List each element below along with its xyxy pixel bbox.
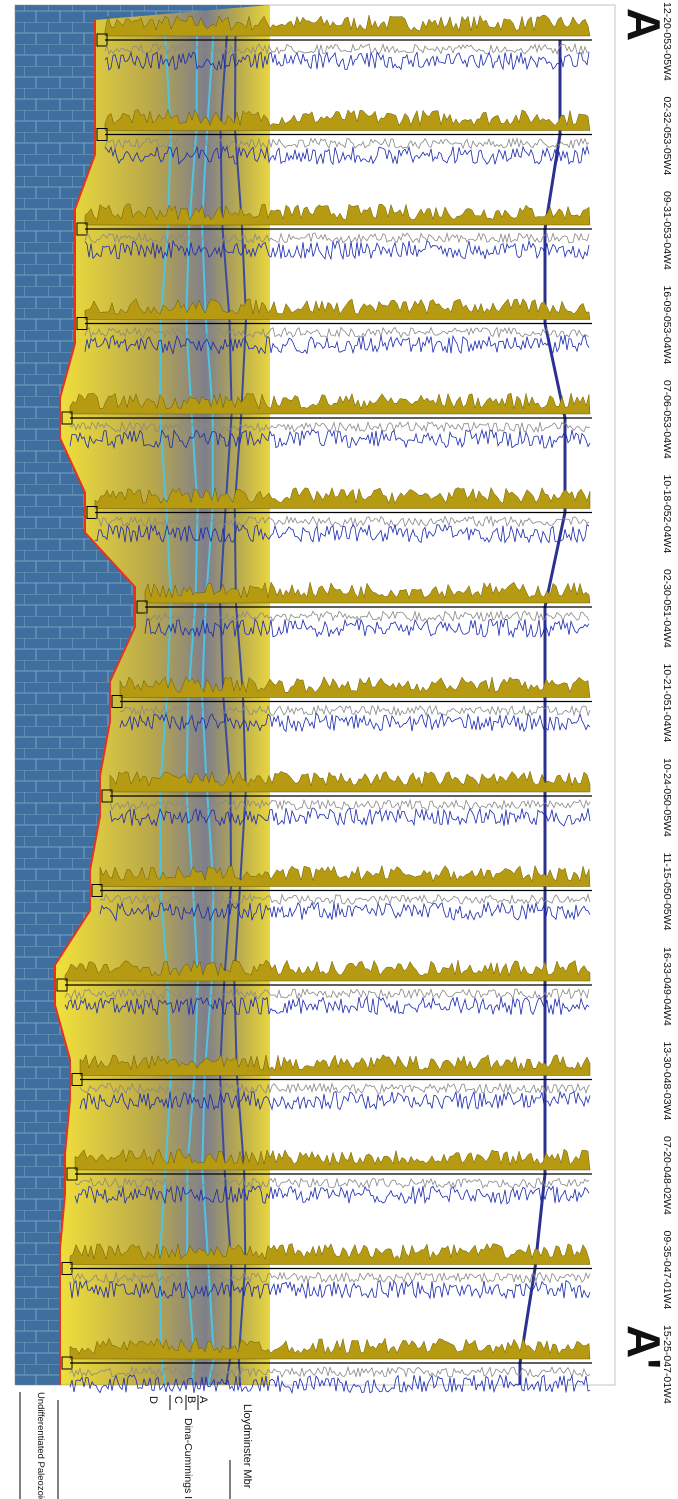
labels: A A' 12-20-053-05W4 02-32-053-05W4 09-31-0… [618,2,673,1404]
well-name: 07-06-053-04W4 [661,380,673,459]
gamma-fill [84,298,591,320]
well-box [111,695,123,708]
gamma-fill [64,959,591,982]
density-log [74,1176,590,1190]
legend-label: A [197,1396,209,1404]
lloydminster-top [518,40,567,1385]
well-box [101,789,113,803]
gamma-fill [109,770,591,793]
well-box [86,506,98,519]
legend-label: D [147,1396,159,1404]
well-box [96,33,108,47]
density-log [64,987,590,1001]
legend-label: Undifferentiated Paleozoic [35,1392,46,1499]
well-box [61,1356,73,1370]
legend-label: Dina-Cummings Interval [182,1418,194,1499]
well-box [136,600,148,614]
well-name: 10-18-052-04W4 [661,475,673,554]
well-name: 09-35-047-01W4 [661,1231,673,1310]
density-log [104,42,590,56]
well-name: 16-33-049-04W4 [661,947,673,1026]
density-log [79,1082,591,1095]
resistivity-log [104,50,590,71]
legend-label: B [185,1396,197,1403]
formation-top [158,34,172,1386]
well-name: 11-15-050-05W4 [661,853,673,931]
well-box [61,411,73,425]
resistivity-log [109,807,591,828]
well-box [76,317,88,330]
resistivity-log [69,1373,591,1395]
section-end: A' [618,1325,670,1369]
density-log [69,1365,591,1379]
well-box [56,978,68,992]
gamma-fill [94,486,591,509]
well-name: 02-32-053-05W4 [661,97,673,176]
resistivity-log [99,901,591,922]
density-log [119,704,591,717]
resistivity-log [79,1090,591,1111]
resistivity-log [144,618,590,639]
formation-top [233,34,247,1386]
resistivity-log [94,523,590,545]
well-name: 10-24-050-05W4 [661,758,673,837]
gamma-fill [104,108,591,131]
resistivity-log [84,239,590,261]
density-log [84,231,590,245]
legend-label: Lloydminster Mbr [241,1404,253,1489]
gamma-fill [69,392,591,415]
legend: Lloydminster Mbr A B C Dina-Cummings Int… [19,1392,253,1499]
well-name: 15-25-047-01W4 [661,1325,673,1404]
resistivity-log [69,1279,591,1300]
paleozoic-top [54,20,136,1385]
gamma-fill [119,676,591,698]
formation-top [218,34,233,1386]
density-log [94,514,590,528]
resistivity-log [64,995,590,1016]
well-box [61,1262,73,1275]
legend-label: C [172,1396,184,1404]
gamma-fill [104,14,591,37]
well-name: 10-21-051-04W4 [661,664,673,743]
resistivity-log [119,712,591,733]
resistivity-log [84,334,590,355]
resistivity-log [104,144,590,166]
gamma-fill [84,203,591,226]
density-log [99,892,591,906]
well-name: 02-30-051-04W4 [661,569,673,648]
well-box [76,222,88,236]
well-box [96,128,108,141]
density-log [144,609,590,623]
gamma-fill [99,864,591,887]
formation-top [185,34,199,1386]
section-start: A [618,8,670,41]
gamma-fill [79,1053,591,1076]
well-name: 07-20-048-02W4 [661,1136,673,1215]
well-name: 12-20-053-05W4 [661,2,673,81]
density-log [104,137,590,150]
well-box [66,1167,78,1181]
density-log [69,1271,591,1284]
well-box [71,1073,83,1086]
resistivity-log [74,1184,590,1205]
gamma-fill [144,581,591,604]
well-name: 13-30-048-03W4 [661,1042,673,1121]
density-log [84,326,590,339]
well-name: 16-09-053-04W4 [661,286,673,365]
gamma-fill [74,1148,591,1171]
gamma-fill [69,1337,591,1360]
formation-top [201,34,215,1386]
well-box [91,884,103,897]
well-logs [56,14,592,1395]
well-name: 09-31-053-04W4 [661,191,673,270]
resistivity-log [69,428,591,450]
gamma-fill [69,1243,591,1265]
